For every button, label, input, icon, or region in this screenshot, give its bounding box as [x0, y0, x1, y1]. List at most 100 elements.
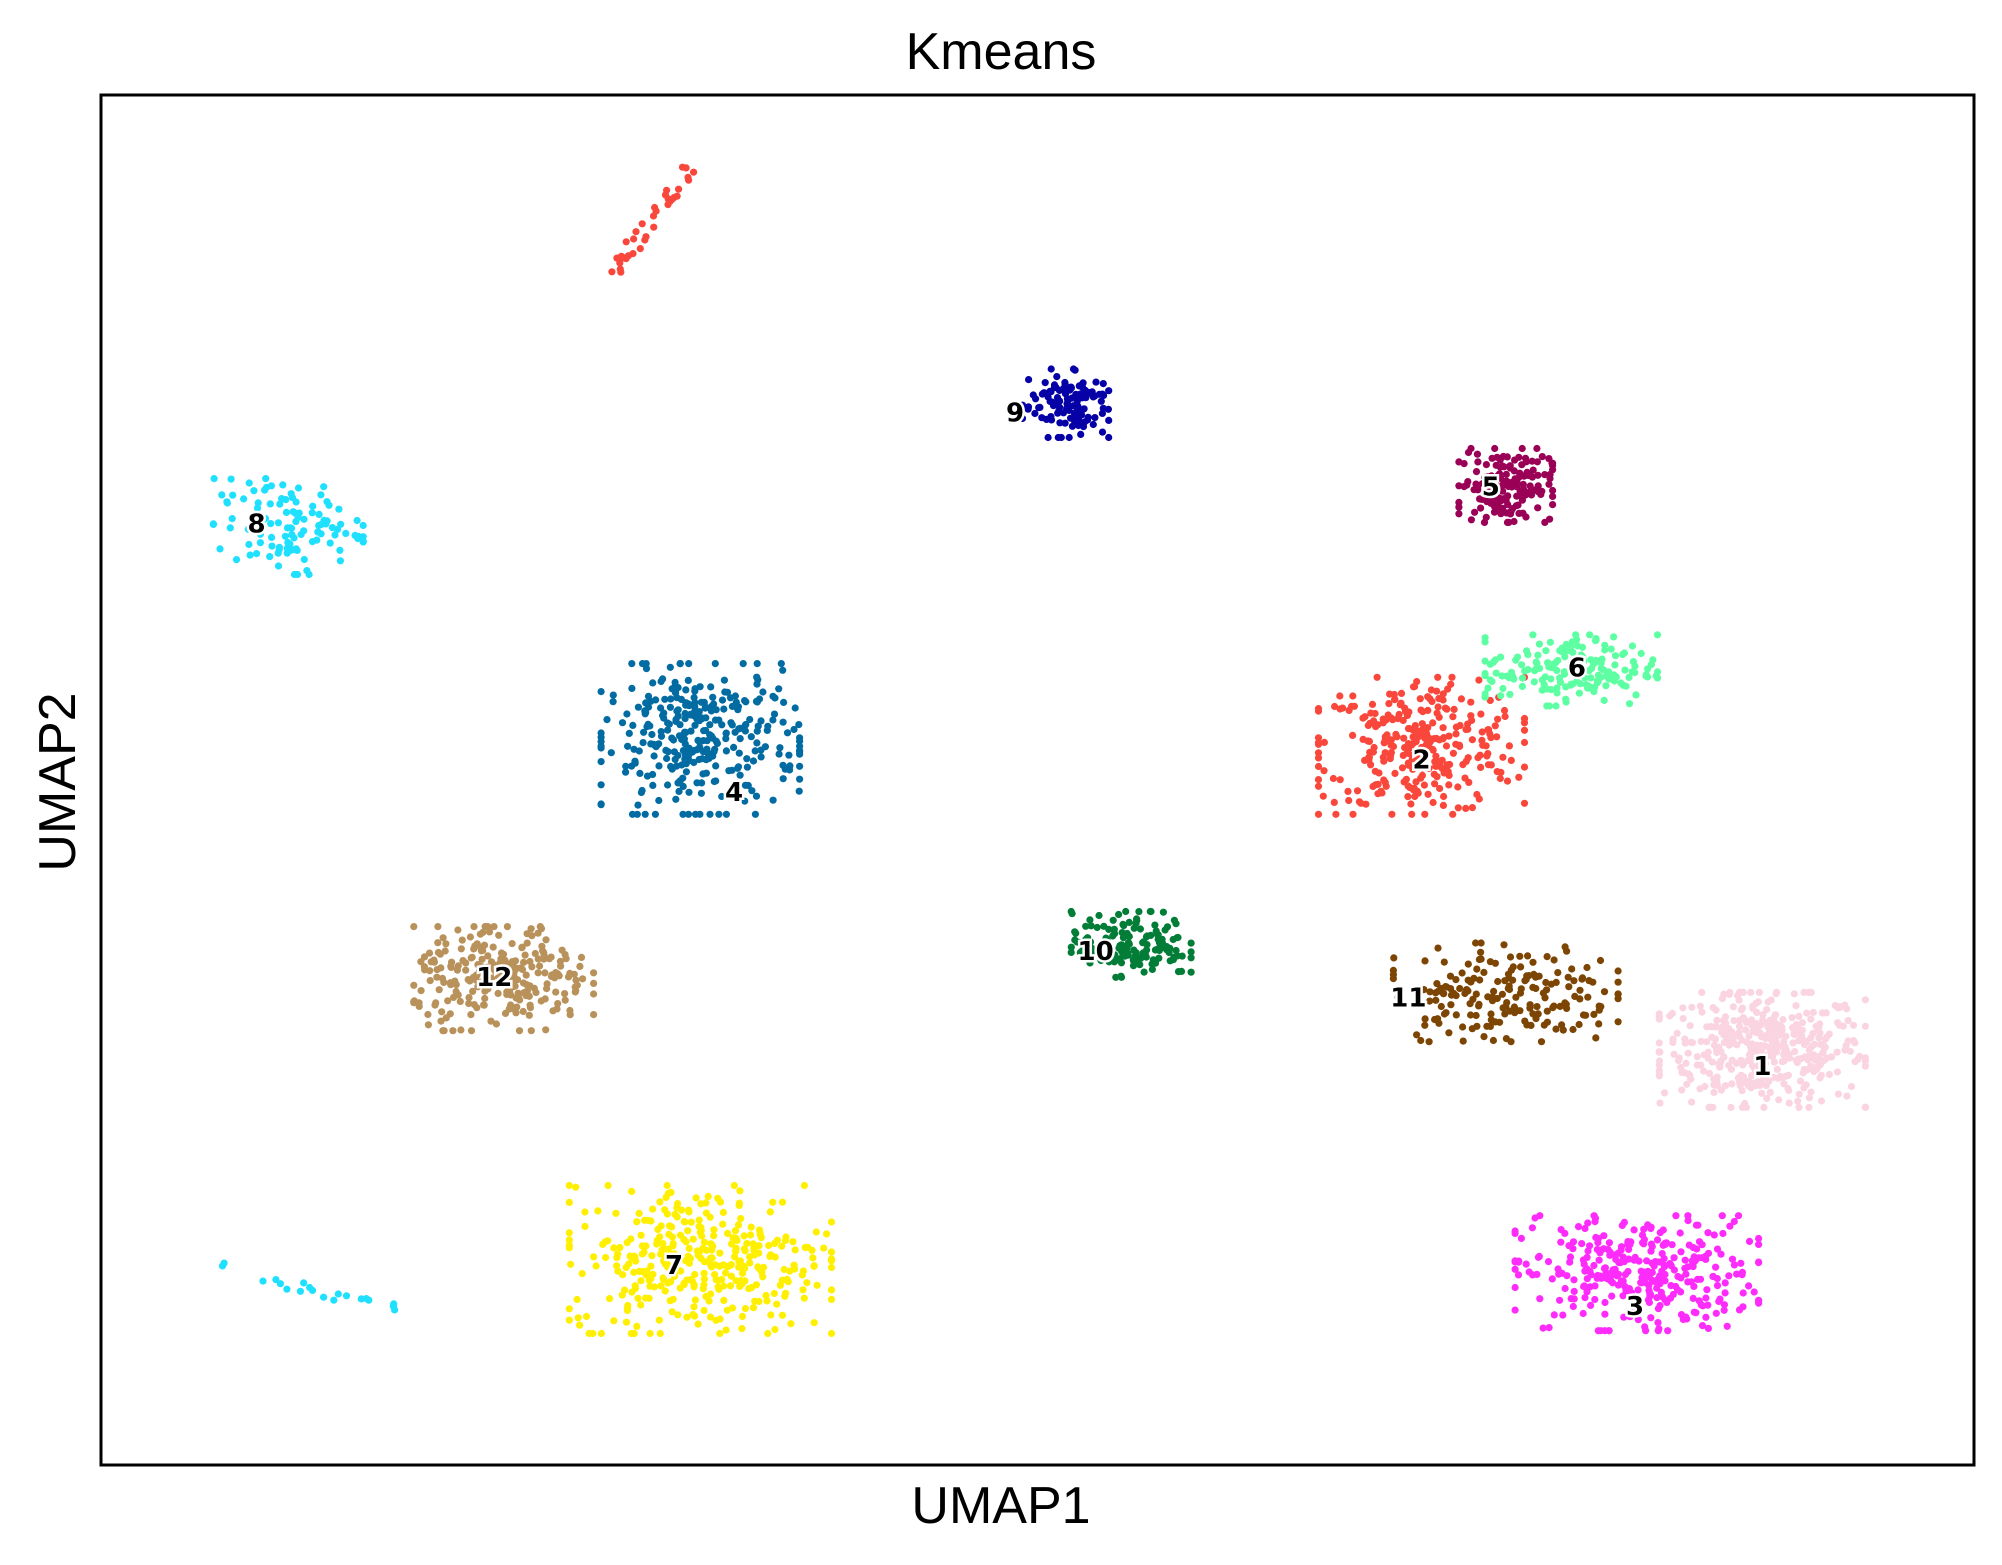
- cluster-3-point: [1702, 1313, 1710, 1321]
- cluster-12-point: [437, 1017, 445, 1025]
- cluster-5-point: [1523, 468, 1531, 476]
- cluster-6-point: [1617, 679, 1625, 687]
- cluster-7-point: [766, 1252, 774, 1260]
- cluster-11-point: [1437, 984, 1445, 992]
- cluster-4-point: [681, 750, 689, 758]
- cluster-4-point: [779, 718, 787, 726]
- cluster-1-point: [1785, 1050, 1793, 1058]
- cluster-4-point: [681, 715, 689, 723]
- cluster-2-point: [1416, 695, 1424, 703]
- cluster-2-point: [1391, 769, 1399, 778]
- cluster-3-point: [1687, 1278, 1695, 1286]
- cluster-2-point: [1314, 705, 1323, 713]
- cluster-7-point: [610, 1317, 618, 1325]
- cluster-8-point: [289, 508, 297, 516]
- cluster-4-point: [779, 775, 787, 783]
- cluster-7-point: [720, 1282, 728, 1290]
- cluster-2-point: [1388, 715, 1396, 723]
- cluster-1-point: [1755, 988, 1763, 997]
- cluster-3-point: [1621, 1282, 1629, 1290]
- streak-point: [675, 185, 683, 193]
- cluster-11-point: [1466, 1000, 1474, 1008]
- cluster-12-point: [511, 1004, 519, 1012]
- streak-point: [682, 164, 690, 172]
- cluster-3-point: [1689, 1294, 1697, 1302]
- cluster-11-point: [1475, 955, 1483, 964]
- cluster-9-point: [1076, 390, 1084, 398]
- cluster-1-point: [1788, 1014, 1796, 1022]
- cluster-9-point: [1063, 395, 1071, 403]
- cluster-7-point: [637, 1301, 645, 1309]
- cluster-1-point: [1807, 1015, 1815, 1023]
- cluster-5-point: [1487, 499, 1495, 507]
- cluster-7-point: [827, 1263, 836, 1272]
- cluster-3-point: [1522, 1260, 1530, 1268]
- cluster-4-point: [676, 660, 684, 668]
- cluster-12-point: [494, 989, 502, 998]
- cluster-4-point: [718, 792, 726, 801]
- cluster-12-point: [478, 955, 486, 963]
- cluster-5-point: [1482, 461, 1490, 469]
- cluster-1-point: [1745, 1032, 1753, 1040]
- cluster-6-point: [1576, 664, 1584, 672]
- cluster-11-point: [1420, 986, 1428, 994]
- cluster-1-point: [1774, 1074, 1782, 1082]
- cluster-5-point: [1497, 510, 1505, 518]
- cluster-9-point: [1018, 401, 1027, 409]
- cluster-12-point: [515, 1027, 524, 1035]
- streak-point: [622, 238, 630, 246]
- cluster-12-point: [564, 973, 573, 981]
- cluster-10-point: [1110, 925, 1118, 933]
- cluster-10-point: [1135, 908, 1143, 916]
- cluster-4-point: [634, 703, 643, 711]
- streak-point: [690, 168, 698, 176]
- cluster-2-point: [1435, 713, 1443, 721]
- cluster-8-point: [317, 520, 325, 529]
- cluster-6-point: [1592, 656, 1600, 664]
- cluster-4-point: [736, 735, 744, 743]
- cluster-3-point: [1566, 1258, 1574, 1266]
- cluster-2-point: [1450, 705, 1458, 714]
- cluster-2-point: [1487, 761, 1495, 769]
- cluster-11-point: [1472, 1011, 1480, 1020]
- cluster-9-point: [1061, 419, 1069, 427]
- cluster-7-point: [766, 1208, 774, 1216]
- cluster-5-point: [1518, 444, 1526, 453]
- cluster-7-point: [723, 1306, 731, 1314]
- cluster-7-point: [827, 1329, 836, 1338]
- cluster-3-point: [1581, 1294, 1589, 1302]
- streak-point: [220, 1259, 228, 1267]
- cluster-4-point: [711, 660, 719, 668]
- cluster-6-point: [1560, 668, 1568, 676]
- cluster-4-point: [702, 714, 710, 722]
- cluster-2-point: [1440, 792, 1448, 801]
- cluster-11-point: [1480, 1033, 1488, 1041]
- cluster-11-point: [1576, 995, 1584, 1003]
- cluster-6-point: [1581, 674, 1589, 682]
- cluster-12-point: [527, 1027, 535, 1035]
- cluster-8-point: [294, 513, 302, 522]
- cluster-10-point: [1082, 943, 1090, 951]
- cluster-label-3: 3: [1626, 1292, 1644, 1322]
- cluster-4-point: [712, 762, 720, 770]
- cluster-1-point: [1669, 1035, 1677, 1043]
- cluster-6-point: [1649, 656, 1657, 664]
- cluster-6-point: [1621, 666, 1629, 674]
- cluster-4-point: [649, 770, 657, 779]
- cluster-1-point: [1746, 1056, 1754, 1064]
- cluster-3-point: [1681, 1256, 1689, 1264]
- cluster-1-point: [1831, 1001, 1839, 1010]
- cluster-11-point: [1529, 958, 1537, 966]
- cluster-11-point: [1417, 1036, 1425, 1045]
- cluster-4-point: [666, 663, 674, 671]
- cluster-3-point: [1608, 1292, 1616, 1300]
- cluster-5-point: [1464, 448, 1473, 457]
- cluster-7-point: [747, 1223, 755, 1231]
- cluster-1-point: [1861, 1103, 1869, 1111]
- cluster-11-point: [1523, 972, 1531, 980]
- cluster-5-point: [1515, 453, 1523, 461]
- cluster-1-point: [1760, 1052, 1768, 1060]
- cluster-11-point: [1390, 954, 1398, 962]
- cluster-4-point: [661, 695, 669, 703]
- cluster-7-point: [687, 1218, 695, 1226]
